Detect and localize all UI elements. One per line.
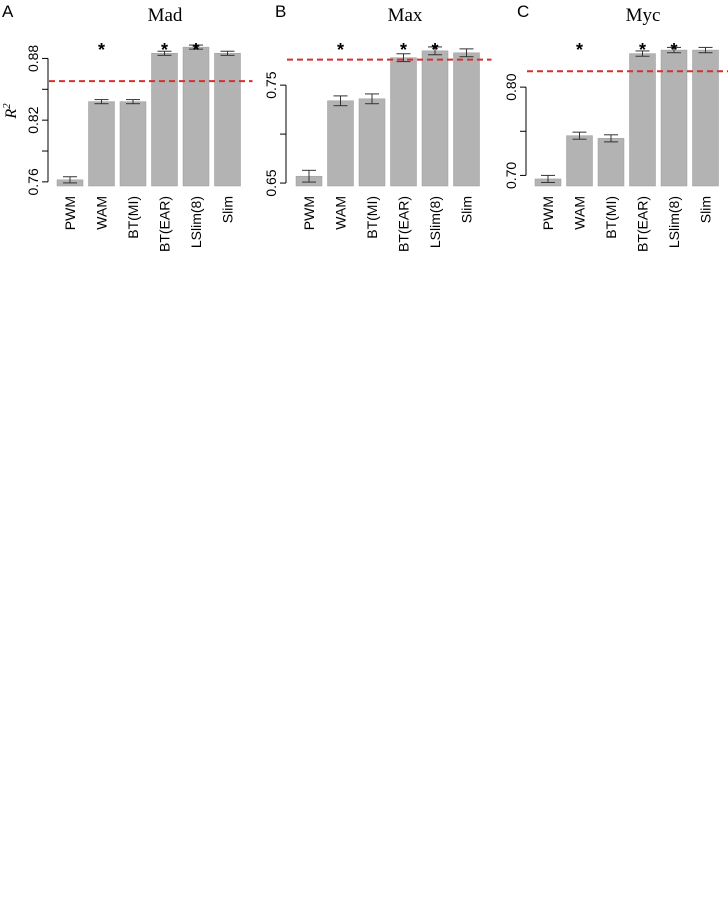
category-label: PWM <box>62 196 78 230</box>
significance-star: * <box>670 40 677 60</box>
category-label: BT(MI) <box>364 196 380 239</box>
category-label: PWM <box>540 196 556 230</box>
chart-panels: A Mad 0.76 0.82 0.88 PWM * WAM BT(MI) * BT(EAR) * LS… <box>2 2 728 252</box>
significance-star: * <box>431 40 438 60</box>
category-label: BT(EAR) <box>157 196 173 252</box>
significance-star: * <box>98 40 105 60</box>
significance-star: * <box>639 40 646 60</box>
y-tick-label: 0.65 <box>263 169 279 196</box>
y-tick-label: 0.70 <box>503 162 519 189</box>
y-tick-label: 0.76 <box>25 168 41 195</box>
panel-title: Mad <box>148 5 183 26</box>
category-label: LSlim(8) <box>427 196 443 248</box>
significance-star: * <box>192 40 199 60</box>
y-tick-label: 0.82 <box>25 106 41 133</box>
panel-letter: C <box>517 2 529 21</box>
panel-b: B Max 0.65 0.75 PWM * WAM BT(MI) * BT(EAR) * LSlim(… <box>263 2 492 252</box>
bar-bt-mi- <box>597 138 625 187</box>
panel-title: Max <box>388 5 423 26</box>
y-tick-label: 0.80 <box>503 73 519 100</box>
panel-a: A Mad 0.76 0.82 0.88 PWM * WAM BT(MI) * BT(EAR) * LS… <box>2 2 253 252</box>
category-label: BT(EAR) <box>396 196 412 252</box>
y-tick-label: 0.75 <box>263 71 279 98</box>
category-label: WAM <box>333 196 349 230</box>
bar-bt-ear- <box>390 57 417 187</box>
bar-slim <box>453 52 480 187</box>
category-label: WAM <box>572 196 588 230</box>
bar-lslim-8- <box>660 49 688 187</box>
bar-wam <box>327 100 354 187</box>
bar-bt-mi- <box>358 98 386 187</box>
y-axis-title-superscript: 2 <box>1 103 13 109</box>
significance-star: * <box>337 40 344 60</box>
significance-star: * <box>400 40 407 60</box>
bar-bt-ear- <box>629 53 656 187</box>
bar-wam <box>88 101 115 187</box>
bar-slim <box>692 49 719 187</box>
significance-star: * <box>161 40 168 60</box>
bar-lslim-8- <box>421 50 449 187</box>
category-label: BT(MI) <box>125 196 141 239</box>
category-label: BT(MI) <box>603 196 619 239</box>
panel-letter: A <box>2 2 14 21</box>
bar-lslim-8- <box>182 46 210 187</box>
bar-wam <box>566 135 593 187</box>
panel-c: C Myc 0.70 0.80 PWM * WAM BT(MI) * BT(EAR) * LSlim(… <box>503 2 728 252</box>
category-label: LSlim(8) <box>188 196 204 248</box>
bar-slim <box>214 53 241 187</box>
category-label: Slim <box>698 196 714 223</box>
y-axis-title-text: R <box>3 109 20 120</box>
category-label: Slim <box>220 196 236 223</box>
category-label: PWM <box>301 196 317 230</box>
category-label: WAM <box>94 196 110 230</box>
y-axis-title: R2 <box>1 103 20 120</box>
category-label: LSlim(8) <box>666 196 682 248</box>
bar-bt-ear- <box>151 53 178 187</box>
y-tick-label: 0.88 <box>25 45 41 72</box>
category-label: BT(EAR) <box>635 196 651 252</box>
panel-letter: B <box>275 2 286 21</box>
panel-title: Myc <box>626 5 661 26</box>
bar-bt-mi- <box>119 101 147 187</box>
significance-star: * <box>576 40 583 60</box>
category-label: Slim <box>459 196 475 223</box>
